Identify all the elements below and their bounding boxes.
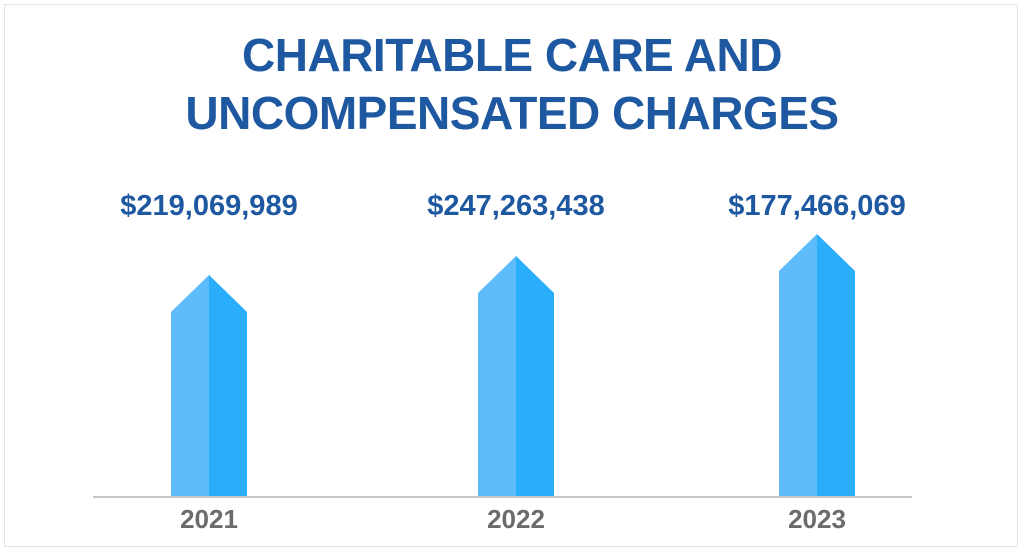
bar-right-face xyxy=(516,256,554,496)
bar-right-face xyxy=(817,234,855,496)
chart-title-line-1: CHARITABLE CARE AND xyxy=(242,29,782,81)
bar-left-face xyxy=(171,275,209,496)
bars-group xyxy=(171,234,855,496)
x-tick-label-2023: 2023 xyxy=(788,504,846,534)
bar-2021 xyxy=(171,275,247,496)
chart-title-line-2: UNCOMPENSATED CHARGES xyxy=(185,87,839,139)
bar-left-face xyxy=(779,234,817,496)
x-tick-label-2021: 2021 xyxy=(180,504,238,534)
bar-2022 xyxy=(478,256,554,496)
value-label-2022: $247,263,438 xyxy=(427,190,604,222)
bar-right-face xyxy=(209,275,247,496)
labels-group: $219,069,989 2021 $247,263,438 2022 $177,466… xyxy=(120,190,905,534)
chart-title: CHARITABLE CARE AND UNCOMPENSATED CHARGE… xyxy=(0,26,1024,142)
value-label-2021: $219,069,989 xyxy=(120,190,297,222)
bar-2023 xyxy=(779,234,855,496)
bar-left-face xyxy=(478,256,516,496)
value-label-2023: $177,466,069 xyxy=(728,190,905,222)
x-tick-label-2022: 2022 xyxy=(487,504,545,534)
